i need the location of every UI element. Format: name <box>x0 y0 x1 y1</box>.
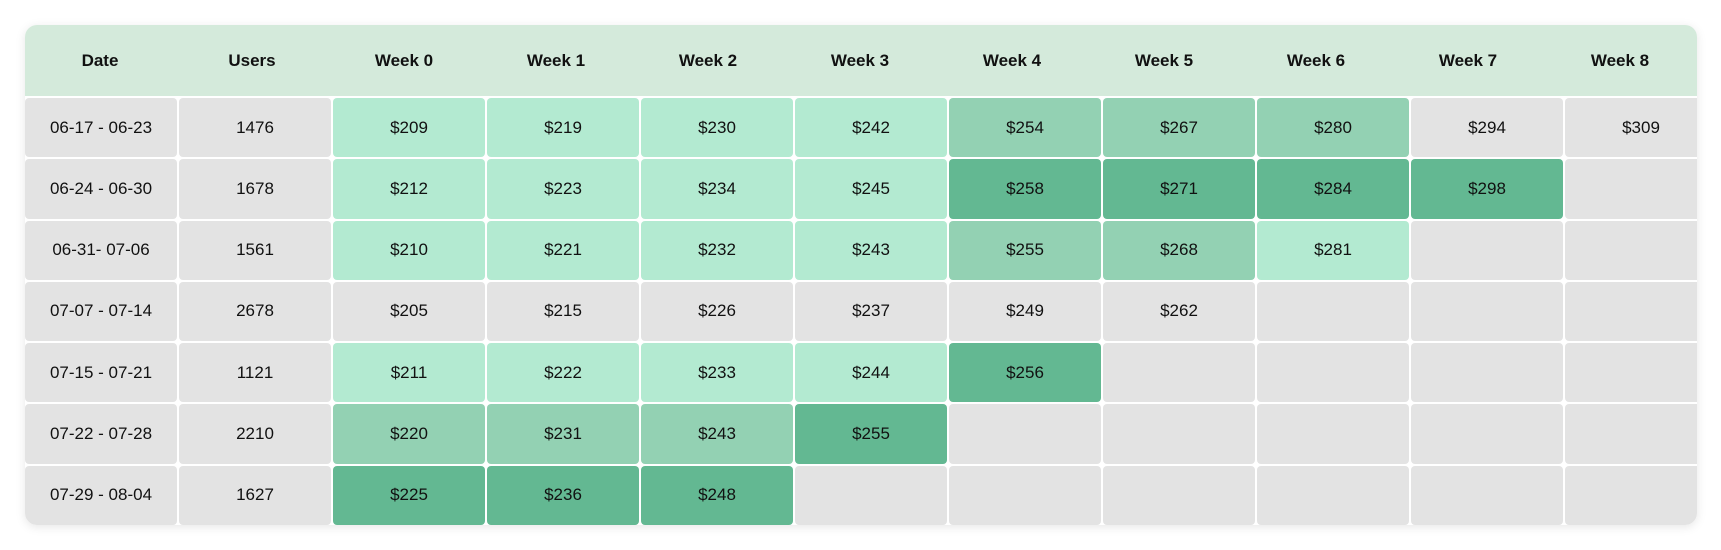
value-cell-week-7: $298 <box>1411 159 1563 219</box>
users-cell: 1678 <box>179 159 331 219</box>
value-cell-week-1: $222 <box>487 343 639 403</box>
users-cell: 2678 <box>179 281 331 342</box>
value-cell-week-3: $242 <box>795 98 947 158</box>
header-row: Date Users Week 0 Week 1 Week 2 Week 3 Week 4 W… <box>25 25 1697 96</box>
column-header-week-0: Week 0 <box>374 50 434 70</box>
value-cell-week-6 <box>1257 343 1409 403</box>
value-cell-week-4: $249 <box>949 281 1101 342</box>
users-cell: 1476 <box>179 98 331 158</box>
value-cell-week-5: $268 <box>1103 220 1255 280</box>
date-cell: 06-17 - 06-23 <box>25 98 177 158</box>
value-cell-week-7 <box>1411 343 1563 403</box>
value-cell-week-1: $219 <box>487 98 639 158</box>
date-cell: 07-07 - 07-14 <box>25 281 177 342</box>
value-cell-week-6: $280 <box>1257 98 1409 158</box>
value-cell-week-4: $256 <box>949 343 1101 403</box>
value-cell-week-5 <box>1103 404 1255 464</box>
value-cell-week-8 <box>1565 343 1697 403</box>
date-cell: 07-29 - 08-04 <box>25 465 177 525</box>
value-cell-week-5: $262 <box>1103 281 1255 342</box>
value-cell-week-5 <box>1103 343 1255 403</box>
value-cell-week-4 <box>949 404 1101 464</box>
value-cell-week-3: $255 <box>795 404 947 464</box>
value-cell-week-8: $309 <box>1565 98 1697 158</box>
value-cell-week-3: $244 <box>795 343 947 403</box>
value-cell-week-0: $210 <box>333 220 485 280</box>
value-cell-week-0: $225 <box>333 465 485 525</box>
users-cell: 1121 <box>179 343 331 403</box>
value-cell-week-7 <box>1411 220 1563 280</box>
value-cell-week-4: $254 <box>949 98 1101 158</box>
value-cell-week-5: $271 <box>1103 159 1255 219</box>
value-cell-week-8 <box>1565 220 1697 280</box>
value-cell-week-8 <box>1565 281 1697 342</box>
value-cell-week-7 <box>1411 465 1563 525</box>
cohort-table: Date Users Week 0 Week 1 Week 2 Week 3 Week 4 W… <box>25 25 1697 525</box>
value-cell-week-6: $281 <box>1257 220 1409 280</box>
column-header-week-6: Week 6 <box>1286 50 1346 70</box>
value-cell-week-8 <box>1565 159 1697 219</box>
value-cell-week-0: $211 <box>333 343 485 403</box>
column-header-users: Users <box>228 50 276 70</box>
value-cell-week-1: $221 <box>487 220 639 280</box>
value-cell-week-6 <box>1257 465 1409 525</box>
value-cell-week-6 <box>1257 281 1409 342</box>
date-cell: 07-22 - 07-28 <box>25 404 177 464</box>
value-cell-week-6 <box>1257 404 1409 464</box>
value-cell-week-4 <box>949 465 1101 525</box>
value-cell-week-2: $226 <box>641 281 793 342</box>
column-header-week-3: Week 3 <box>830 50 890 70</box>
column-header-week-2: Week 2 <box>678 50 738 70</box>
value-cell-week-2: $232 <box>641 220 793 280</box>
value-cell-week-3 <box>795 465 947 525</box>
value-cell-week-3: $243 <box>795 220 947 280</box>
value-cell-week-5 <box>1103 465 1255 525</box>
value-cell-week-1: $223 <box>487 159 639 219</box>
value-cell-week-8 <box>1565 404 1697 464</box>
date-cell: 06-24 - 06-30 <box>25 159 177 219</box>
date-cell: 06-31- 07-06 <box>25 220 177 280</box>
column-header-week-7: Week 7 <box>1438 50 1498 70</box>
value-cell-week-7: $294 <box>1411 98 1563 158</box>
column-header-date: Date <box>81 50 119 70</box>
date-cell: 07-15 - 07-21 <box>25 343 177 403</box>
value-cell-week-7 <box>1411 281 1563 342</box>
value-cell-week-0: $205 <box>333 281 485 342</box>
value-cell-week-2: $230 <box>641 98 793 158</box>
value-cell-week-1: $236 <box>487 465 639 525</box>
value-cell-week-2: $234 <box>641 159 793 219</box>
column-header-week-5: Week 5 <box>1134 50 1194 70</box>
value-cell-week-2: $243 <box>641 404 793 464</box>
column-header-week-4: Week 4 <box>982 50 1042 70</box>
value-cell-week-7 <box>1411 404 1563 464</box>
cohort-grid: 06-17 - 06-23 1476 $209 $219 $230 $242 $254 $26… <box>25 96 1697 525</box>
value-cell-week-2: $233 <box>641 343 793 403</box>
value-cell-week-8 <box>1565 465 1697 525</box>
value-cell-week-0: $209 <box>333 98 485 158</box>
value-cell-week-0: $220 <box>333 404 485 464</box>
users-cell: 1627 <box>179 465 331 525</box>
column-header-week-1: Week 1 <box>526 50 586 70</box>
users-cell: 1561 <box>179 220 331 280</box>
value-cell-week-0: $212 <box>333 159 485 219</box>
value-cell-week-4: $258 <box>949 159 1101 219</box>
users-cell: 2210 <box>179 404 331 464</box>
value-cell-week-3: $237 <box>795 281 947 342</box>
column-header-week-8: Week 8 <box>1590 50 1650 70</box>
value-cell-week-4: $255 <box>949 220 1101 280</box>
value-cell-week-2: $248 <box>641 465 793 525</box>
value-cell-week-3: $245 <box>795 159 947 219</box>
value-cell-week-1: $231 <box>487 404 639 464</box>
value-cell-week-5: $267 <box>1103 98 1255 158</box>
value-cell-week-6: $284 <box>1257 159 1409 219</box>
value-cell-week-1: $215 <box>487 281 639 342</box>
